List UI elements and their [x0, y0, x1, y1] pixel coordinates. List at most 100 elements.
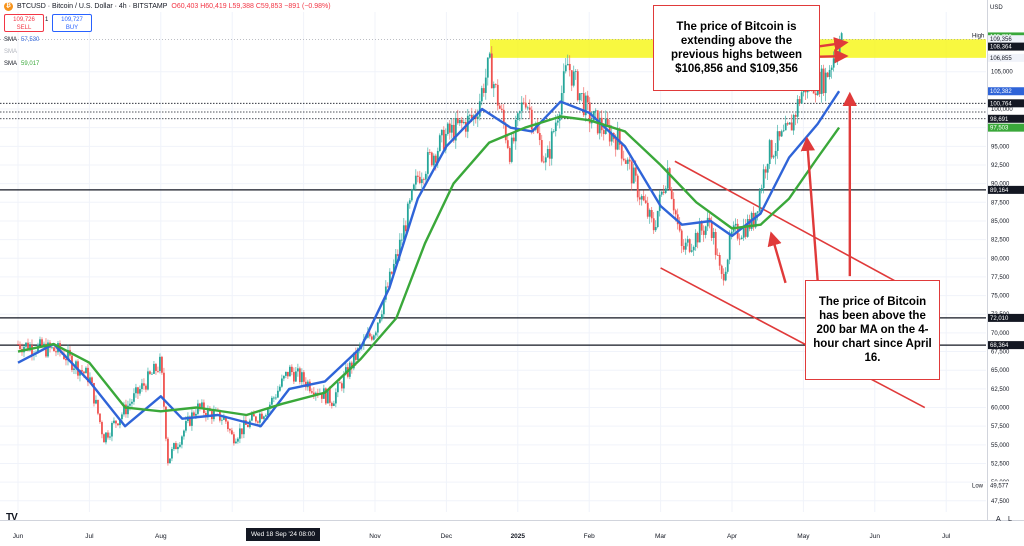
- annotation-bottom: The price of Bitcoin has been above the …: [805, 280, 940, 380]
- candle-up: [424, 171, 427, 184]
- channel-line: [674, 160, 926, 298]
- candle-down: [650, 206, 653, 223]
- svg-text:68,364: 68,364: [990, 343, 1009, 349]
- candle-up: [111, 421, 113, 442]
- candle-up: [478, 93, 481, 121]
- candle-up: [740, 235, 743, 240]
- candle-down: [620, 144, 623, 166]
- candle-up: [656, 210, 659, 229]
- time-tick-label: Apr: [727, 533, 738, 540]
- low-marker-label: Low: [972, 483, 984, 489]
- currency-label[interactable]: USD: [990, 5, 1003, 11]
- candle-up: [105, 432, 107, 445]
- candle-up: [562, 63, 565, 102]
- candle-down: [542, 155, 545, 164]
- candle-up: [173, 442, 175, 452]
- candle-up: [243, 415, 245, 439]
- candle-down: [390, 271, 393, 275]
- price-label: 68,364: [988, 341, 1024, 350]
- time-axis[interactable]: JunJulAugOctNovDec2025FebMarAprMayJunJul: [13, 533, 951, 540]
- candle-up: [492, 81, 495, 98]
- candle-up: [728, 230, 731, 265]
- candle-up: [526, 105, 529, 111]
- sma-value: 57,530: [21, 37, 40, 43]
- candle-down: [764, 166, 767, 179]
- candle-down: [155, 362, 157, 375]
- candle-up: [73, 366, 75, 375]
- candle-up: [488, 51, 491, 59]
- candle-down: [442, 126, 445, 151]
- candle-down: [670, 186, 673, 200]
- candle-up: [566, 54, 569, 66]
- candle-up: [598, 111, 601, 140]
- auto-scale-button[interactable]: A: [996, 516, 1001, 523]
- candle-up: [294, 366, 297, 383]
- candle-up: [788, 121, 791, 125]
- candle-up: [169, 458, 171, 464]
- candle-up: [654, 220, 657, 232]
- candle-up: [510, 133, 513, 164]
- candle-up: [780, 129, 783, 138]
- candle-up: [580, 92, 583, 102]
- candle-down: [115, 420, 117, 429]
- candle-up: [520, 96, 523, 120]
- sma-legend-2[interactable]: SMA: [4, 49, 21, 55]
- candle-down: [117, 423, 119, 427]
- candle-up: [426, 147, 429, 179]
- buy-price: 109,727: [61, 17, 83, 23]
- candle-down: [716, 248, 719, 256]
- candle-down: [638, 190, 641, 206]
- candle-down: [422, 177, 425, 185]
- sma-label: SMA: [4, 37, 18, 43]
- candle-up: [820, 65, 823, 103]
- candle-down: [682, 239, 685, 253]
- candle-down: [500, 104, 503, 113]
- candle-up: [159, 353, 161, 374]
- candle-down: [570, 70, 573, 92]
- price-label: 102,382: [988, 87, 1024, 96]
- candle-down: [814, 89, 817, 103]
- candle-up: [336, 380, 339, 398]
- bitcoin-icon: ₿: [4, 2, 13, 11]
- candle-down: [368, 330, 371, 339]
- candle-up: [278, 384, 281, 393]
- candle-down: [107, 430, 109, 440]
- log-scale-button[interactable]: L: [1008, 516, 1012, 523]
- candle-up: [67, 344, 69, 366]
- candle-up: [784, 115, 787, 131]
- svg-text:106,855: 106,855: [990, 56, 1012, 62]
- candle-up: [776, 124, 779, 159]
- candle-up: [648, 208, 651, 224]
- candle-up: [660, 191, 663, 197]
- sell-button[interactable]: 109,726 SELL: [4, 14, 44, 32]
- time-tick-label: Mar: [655, 533, 667, 540]
- price-tick-label: 95,000: [991, 144, 1010, 150]
- candle-up: [766, 163, 769, 180]
- price-axis[interactable]: 47,50050,00052,50055,00057,50060,00062,5…: [991, 70, 1013, 505]
- candle-down: [672, 192, 675, 215]
- candle-up: [47, 339, 49, 358]
- candle-up: [374, 330, 377, 339]
- candle-down: [418, 170, 421, 185]
- moving-averages: [17, 90, 841, 428]
- candle-down: [720, 264, 723, 279]
- crosshair-time-label: Wed 18 Sep '24 08:00: [246, 528, 321, 541]
- sma-legend-3[interactable]: SMA 59,017: [4, 61, 39, 67]
- candle-up: [440, 129, 443, 143]
- candle-up: [626, 157, 629, 171]
- candle-down: [167, 436, 169, 466]
- candle-up: [458, 119, 461, 127]
- candle-down: [241, 428, 243, 439]
- symbol-title[interactable]: BTCUSD · Bitcoin / U.S. Dollar · 4h · BI…: [17, 3, 168, 10]
- buy-button[interactable]: 109,727 BUY: [52, 14, 92, 32]
- candle-down: [606, 112, 609, 127]
- candle-down: [17, 340, 19, 345]
- candle-down: [416, 171, 419, 183]
- sma-legend-1[interactable]: SMA 57,530: [4, 37, 39, 43]
- price-label: 72,010: [988, 313, 1024, 322]
- candle-up: [446, 122, 449, 136]
- candle-up: [300, 368, 303, 388]
- candle-down: [744, 219, 747, 240]
- candle-down: [786, 121, 789, 126]
